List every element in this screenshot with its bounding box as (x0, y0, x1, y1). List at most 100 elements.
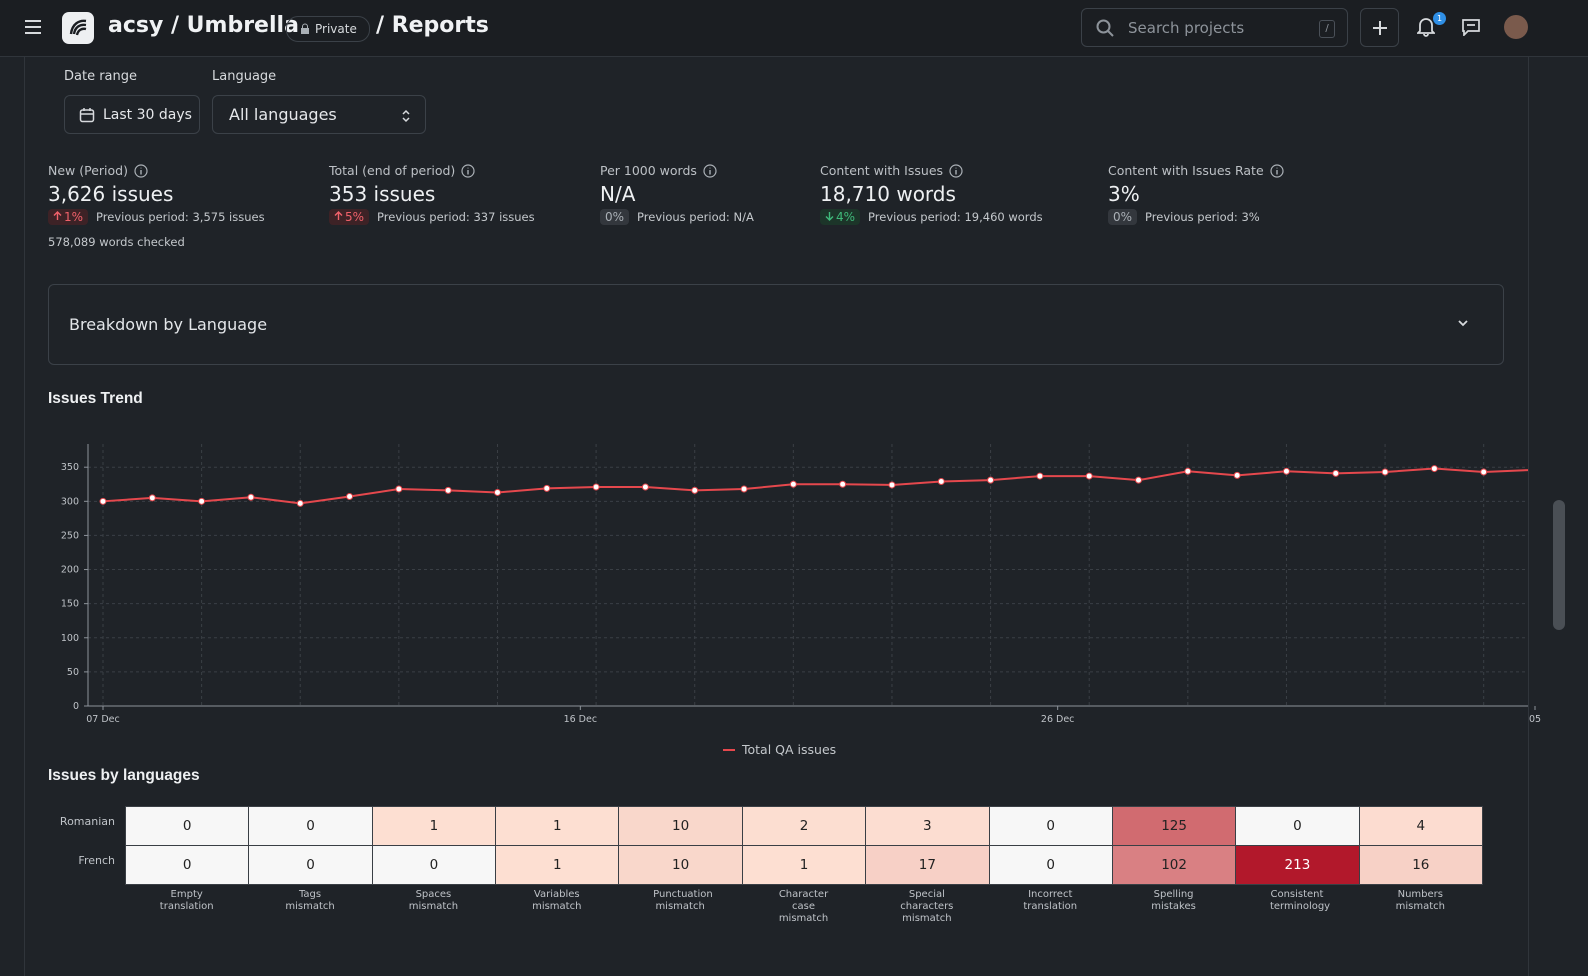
data-point[interactable] (1036, 472, 1044, 480)
stat-value: 353 issues (329, 182, 436, 206)
cell-value: 1 (552, 818, 562, 834)
data-point[interactable] (937, 478, 945, 486)
cell-value: 0 (429, 857, 439, 873)
data-point[interactable] (839, 480, 847, 488)
data-point[interactable] (592, 483, 600, 491)
data-point[interactable] (543, 484, 551, 492)
legend-label[interactable]: Total QA issues (741, 742, 836, 757)
heatmap-cell[interactable]: 3 (865, 806, 990, 846)
data-point[interactable] (493, 488, 501, 496)
change-value: 0% (1113, 210, 1133, 224)
stat-label-text: Total (end of period) (329, 163, 456, 178)
trend-title: Issues Trend (48, 390, 143, 407)
previous-period: Previous period: 337 issues (377, 210, 535, 224)
data-point[interactable] (1184, 467, 1192, 475)
project-title[interactable]: acsy / Umbrella (108, 13, 299, 38)
data-point[interactable] (641, 483, 649, 491)
cell-value: 0 (182, 857, 192, 873)
y-tick-label: 150 (61, 599, 79, 610)
data-point[interactable] (346, 493, 354, 501)
avatar[interactable] (1504, 15, 1528, 39)
heatmap-cell[interactable]: 0 (988, 806, 1113, 846)
heatmap-cell[interactable]: 10 (618, 845, 743, 885)
data-point[interactable] (740, 485, 748, 493)
menu-icon[interactable] (24, 19, 42, 35)
new-button[interactable] (1360, 8, 1399, 47)
column-label: Punctuation mismatch (653, 889, 713, 912)
scrollbar[interactable] (1553, 500, 1565, 630)
stat-change-row: 5% Previous period: 337 issues (329, 209, 535, 225)
language-select[interactable]: All languages (212, 95, 426, 134)
page-title: / Reports (376, 13, 489, 38)
column-label: Spelling mistakes (1151, 889, 1196, 912)
heatmap-cell[interactable]: 1 (495, 845, 620, 885)
stat-card: Total (end of period) 353 issues 5% Previou… (329, 163, 535, 225)
data-point[interactable] (1530, 467, 1536, 473)
heatmap-cell[interactable]: 1 (495, 806, 620, 846)
search-box[interactable]: Search projects / (1081, 8, 1348, 47)
data-point[interactable] (1085, 472, 1093, 480)
change-badge: 5% (329, 209, 370, 225)
heatmap-cell[interactable]: 213 (1235, 845, 1360, 885)
heatmap-cell[interactable]: 2 (741, 806, 867, 846)
heatmap-cell[interactable]: 4 (1358, 806, 1483, 846)
change-value: 0% (605, 210, 625, 224)
data-point[interactable] (198, 497, 206, 505)
data-point[interactable] (1332, 469, 1340, 477)
info-icon[interactable] (703, 163, 717, 178)
heatmap-cell[interactable]: 0 (248, 845, 373, 885)
logo[interactable] (62, 12, 94, 44)
heatmap-cell[interactable]: 0 (125, 845, 250, 885)
data-point[interactable] (1480, 468, 1488, 476)
data-point[interactable] (1233, 471, 1241, 479)
info-icon[interactable] (949, 163, 963, 178)
heatmap-cell[interactable]: 17 (865, 845, 990, 885)
cell-value: 102 (1161, 857, 1187, 873)
heatmap-cell[interactable]: 0 (248, 806, 373, 846)
heatmap-cell[interactable]: 0 (1235, 806, 1360, 846)
data-point[interactable] (1135, 476, 1143, 484)
trend-arrow (825, 212, 834, 221)
data-point[interactable] (99, 497, 107, 505)
notifications-icon[interactable] (1417, 17, 1435, 37)
stat-label-text: Content with Issues Rate (1108, 163, 1264, 178)
cell-value: 0 (1046, 818, 1055, 834)
heatmap-cell[interactable]: 0 (125, 806, 250, 846)
heatmap-cell[interactable]: 16 (1358, 845, 1483, 885)
data-point[interactable] (987, 476, 995, 484)
heatmap-cell[interactable]: 1 (371, 806, 497, 846)
heatmap-cell[interactable]: 10 (618, 806, 743, 846)
stat-value: 3% (1108, 182, 1140, 206)
row-label: French (78, 854, 115, 867)
column-label: Spaces mismatch (408, 889, 459, 912)
info-icon[interactable] (461, 163, 475, 178)
data-point[interactable] (296, 499, 304, 507)
messages-icon[interactable] (1461, 18, 1481, 36)
column-label: Numbers mismatch (1395, 889, 1445, 912)
y-tick-label: 250 (61, 530, 79, 541)
data-point[interactable] (395, 485, 403, 493)
language-value: All languages (229, 105, 337, 124)
heatmap-cell[interactable]: 0 (988, 845, 1113, 885)
data-point[interactable] (1430, 465, 1438, 473)
data-point[interactable] (444, 486, 452, 494)
data-point[interactable] (1381, 468, 1389, 476)
cell-value: 16 (1412, 857, 1430, 873)
heatmap-cell[interactable]: 125 (1111, 806, 1237, 846)
breakdown-accordion[interactable]: Breakdown by Language (48, 284, 1504, 365)
date-range-select[interactable]: Last 30 days (64, 95, 200, 134)
heatmap-cell[interactable]: 0 (371, 845, 497, 885)
data-point[interactable] (789, 480, 797, 488)
info-icon[interactable] (1270, 163, 1284, 178)
data-point[interactable] (888, 481, 896, 489)
data-point[interactable] (691, 486, 699, 494)
cell-value: 1 (799, 857, 809, 873)
heatmap-cell[interactable]: 1 (741, 845, 867, 885)
data-point[interactable] (247, 493, 255, 501)
change-value: 4% (836, 210, 856, 224)
data-point[interactable] (148, 494, 156, 502)
heatmap-cell[interactable]: 102 (1111, 845, 1237, 885)
cell-value: 2 (799, 818, 809, 834)
data-point[interactable] (1282, 467, 1290, 475)
info-icon[interactable] (134, 163, 148, 178)
